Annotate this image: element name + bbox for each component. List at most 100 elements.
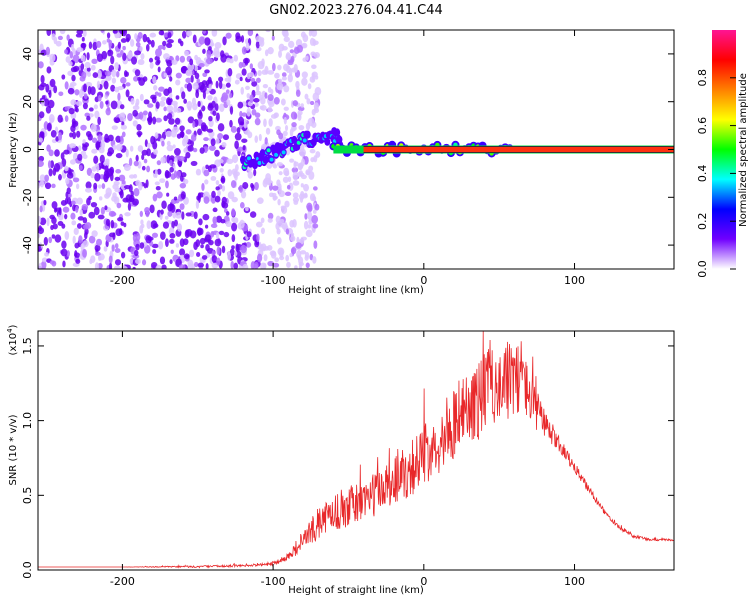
spectrogram-noise-blob	[166, 140, 171, 147]
spectrogram-noise-blob	[187, 116, 195, 124]
spectrogram-noise-blob	[111, 77, 117, 84]
spectrogram-noise-blob	[231, 222, 238, 232]
spectrogram-noise-blob	[64, 213, 68, 220]
spectrogram-noise-blob	[54, 149, 60, 157]
spectrogram-noise-blob	[64, 231, 70, 240]
spectrogram-noise-blob	[151, 243, 159, 249]
spectrogram-noise-blob	[90, 64, 96, 71]
spectrogram-noise-blob	[299, 196, 304, 203]
spectrogram-trace-blob	[304, 130, 311, 139]
spectrogram-noise-blob	[260, 227, 266, 235]
spectrogram-ytick-label: 0	[21, 146, 34, 153]
snr-ytick-label: 0.0	[21, 561, 34, 579]
spectrogram-noise-blob	[306, 98, 311, 105]
spectrogram-noise-blob	[161, 200, 167, 209]
spectrogram-noise-blob	[85, 181, 92, 189]
spectrogram-noise-blob	[278, 190, 285, 198]
spectrogram-noise-blob	[38, 137, 43, 143]
spectrogram-noise-blob	[98, 184, 102, 189]
spectrogram-noise-blob	[292, 192, 299, 199]
spectrogram-noise-blob	[114, 62, 119, 71]
spectrogram-noise-blob	[96, 238, 102, 246]
spectrogram-noise-blob	[39, 217, 47, 226]
spectrogram-noise-blob	[132, 109, 138, 117]
spectrogram-noise-blob	[154, 169, 158, 179]
spectrogram-noise-blob	[185, 129, 192, 135]
spectrogram-noise-blob	[43, 199, 47, 206]
spectrogram-noise-blob	[76, 130, 81, 138]
spectrogram-noise-blob	[292, 100, 299, 107]
spectrogram-noise-blob	[210, 175, 217, 181]
spectrogram-noise-blob	[64, 165, 69, 172]
spectrogram-noise-blob	[131, 56, 138, 65]
spectrogram-noise-blob	[311, 215, 319, 224]
spectrogram-noise-blob	[120, 251, 126, 259]
spectrogram-noise-blob	[75, 100, 83, 107]
spectrogram-noise-blob	[118, 112, 125, 122]
spectrogram-noise-blob	[75, 33, 83, 38]
spectrogram-noise-blob	[156, 191, 163, 199]
snr-ytick-label: 1.5	[21, 337, 34, 355]
spectrogram-noise-blob	[215, 232, 220, 239]
spectrogram-noise-blob	[274, 257, 280, 263]
spectrogram-noise-blob	[48, 89, 52, 99]
spectrogram-noise-blob	[41, 95, 46, 100]
spectrogram-noise-blob	[208, 145, 216, 151]
spectrogram-noise-blob	[154, 181, 160, 186]
spectrogram-noise-blob	[199, 237, 206, 245]
spectrogram-noise-blob	[129, 145, 134, 152]
spectrogram-noise-blob	[137, 145, 144, 152]
spectrogram-noise-blob	[82, 144, 88, 152]
spectrogram-noise-blob	[179, 203, 185, 210]
spectrogram-noise-blob	[120, 221, 125, 226]
spectrogram-noise-blob	[201, 80, 208, 86]
spectrogram-noise-blob	[80, 124, 87, 131]
spectrogram-noise-blob	[268, 118, 273, 127]
spectrogram-noise-blob	[231, 196, 238, 203]
spectrogram-noise-blob	[172, 126, 179, 133]
spectrogram-noise-blob	[271, 192, 277, 197]
spectrogram-noise-blob	[104, 193, 110, 199]
spectrogram-noise-blob	[116, 70, 120, 78]
spectrogram-noise-blob	[68, 61, 73, 67]
spectrogram-noise-blob	[256, 253, 263, 263]
spectrogram-noise-blob	[292, 171, 299, 181]
spectrogram-noise-blob	[106, 151, 113, 157]
spectrogram-noise-blob	[146, 220, 152, 230]
spectrogram-noise-blob	[229, 248, 235, 256]
spectrogram-noise-blob	[192, 34, 197, 44]
spectrogram-noise-blob	[231, 245, 235, 250]
spectrogram-noise-blob	[297, 163, 303, 171]
spectrogram-noise-blob	[234, 79, 240, 85]
spectrogram-noise-blob	[77, 153, 83, 161]
spectrogram-noise-blob	[85, 130, 92, 138]
spectrogram-noise-blob	[82, 139, 86, 144]
spectrogram-noise-blob	[109, 166, 115, 175]
colorbar-gradient	[712, 30, 736, 269]
spectrogram-noise-blob	[241, 138, 248, 143]
spectrogram-noise-blob	[187, 62, 195, 72]
spectrogram-ytick-label: 20	[21, 95, 34, 109]
spectrogram-noise-blob	[181, 30, 187, 39]
spectrogram-noise-blob	[240, 244, 248, 254]
spectrogram-noise-blob	[215, 80, 219, 89]
spectrogram-noise-blob	[281, 76, 287, 81]
spectrogram-noise-blob	[227, 68, 233, 77]
spectrogram-noise-blob	[309, 148, 316, 154]
spectrogram-noise-blob	[260, 217, 265, 224]
spectrogram-noise-blob	[110, 100, 118, 110]
spectrogram-noise-blob	[100, 140, 106, 150]
spectrogram-noise-blob	[254, 181, 259, 191]
spectrogram-noise-blob	[109, 232, 116, 238]
spectrogram-noise-blob	[205, 57, 213, 65]
spectrogram-noise-blob	[58, 174, 62, 181]
spectrogram-noise-blob	[192, 82, 199, 90]
spectrogram-noise-blob	[285, 228, 290, 235]
spectrogram-noise-blob	[203, 196, 210, 204]
spectrogram-noise-blob	[197, 111, 203, 120]
spectrogram-noise-blob	[220, 218, 226, 224]
spectrogram-noise-blob	[255, 221, 263, 228]
spectrogram-noise-blob	[149, 62, 154, 69]
spectrogram-noise-blob	[86, 67, 91, 72]
spectrogram-noise-blob	[110, 55, 115, 65]
